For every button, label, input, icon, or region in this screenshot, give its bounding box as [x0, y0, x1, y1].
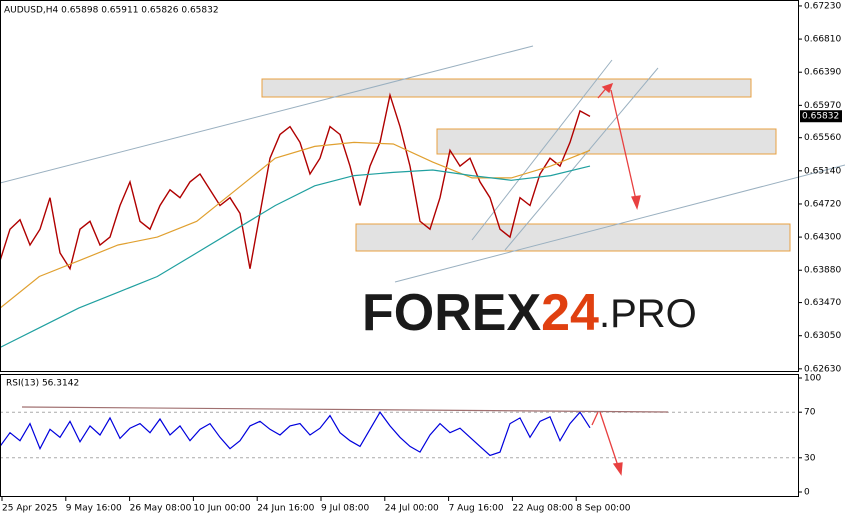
x-tick-label: 26 May 08:00 — [130, 504, 192, 514]
chart-title: AUDUSD,H4 0.65898 0.65911 0.65826 0.6583… — [4, 6, 219, 16]
x-tick-label: 24 Jul 00:00 — [385, 504, 439, 514]
zones — [261, 78, 791, 252]
x-tick-label: 8 Sep 00:00 — [576, 504, 631, 514]
resistance-zone — [261, 78, 752, 98]
x-tick-label: 24 Jun 16:00 — [257, 504, 314, 514]
price-pane — [0, 0, 799, 372]
y-tick-label: 0.67230 — [804, 1, 841, 11]
x-tick-label: 22 Aug 08:00 — [512, 504, 573, 514]
y-tick-label: 0.64300 — [804, 233, 841, 243]
channel-lines — [0, 45, 845, 283]
y-tick-label: 100 — [804, 374, 821, 384]
last-price-label: 0.65832 — [802, 112, 839, 122]
support-zone — [355, 223, 791, 252]
watermark-suffix: .PRO — [599, 292, 697, 336]
y-tick-label: 0.63050 — [804, 331, 841, 341]
y-tick-label: 0.62630 — [804, 364, 841, 374]
y-tick-label: 0.65140 — [804, 166, 841, 176]
frame — [0, 0, 799, 497]
x-tick-label: 25 Apr 2025 — [2, 504, 58, 514]
series-line — [0, 165, 591, 349]
arrow-head — [631, 195, 641, 210]
y-tick-label: 0.64720 — [804, 199, 841, 209]
y-tick-label: 0.66810 — [804, 35, 841, 45]
rsi-trend-line — [21, 406, 669, 413]
channel-line — [504, 67, 659, 251]
x-tick-label: 10 Jun 00:00 — [193, 504, 250, 514]
y-tick-label: 0.63470 — [804, 298, 841, 308]
last-price-box — [800, 110, 842, 123]
watermark-brand: FOREX — [362, 284, 541, 342]
channel-line — [394, 164, 845, 283]
watermark: FOREX24.PRO — [362, 284, 697, 342]
y-tick-label: 0.66390 — [804, 68, 841, 78]
watermark-number: 24 — [541, 284, 599, 342]
y-tick-label: 0.63880 — [804, 266, 841, 276]
series-line — [0, 92, 591, 271]
x-tick-label: 9 May 16:00 — [66, 504, 122, 514]
middle-zone — [436, 128, 777, 155]
arrow — [591, 411, 599, 426]
arrow-head — [612, 462, 623, 476]
y-tick-label: 30 — [804, 453, 816, 463]
rsi-pane — [0, 374, 799, 497]
arrow — [610, 89, 637, 201]
forecast-arrows — [591, 82, 641, 476]
x-tick-label: 7 Aug 16:00 — [449, 504, 504, 514]
y-tick-label: 0.65970 — [804, 101, 841, 111]
rsi-title: RSI(13) 56.3142 — [6, 379, 79, 389]
channel-line — [471, 59, 613, 241]
channel-line — [0, 45, 534, 184]
arrow — [599, 411, 619, 467]
x-tick-label: 9 Jul 08:00 — [321, 504, 370, 514]
series-line — [0, 411, 591, 457]
arrow-head — [601, 82, 614, 94]
y-tick-label: 70 — [804, 408, 816, 418]
y-tick-label: 0 — [804, 488, 810, 498]
y-tick-label: 0.65560 — [804, 133, 841, 143]
